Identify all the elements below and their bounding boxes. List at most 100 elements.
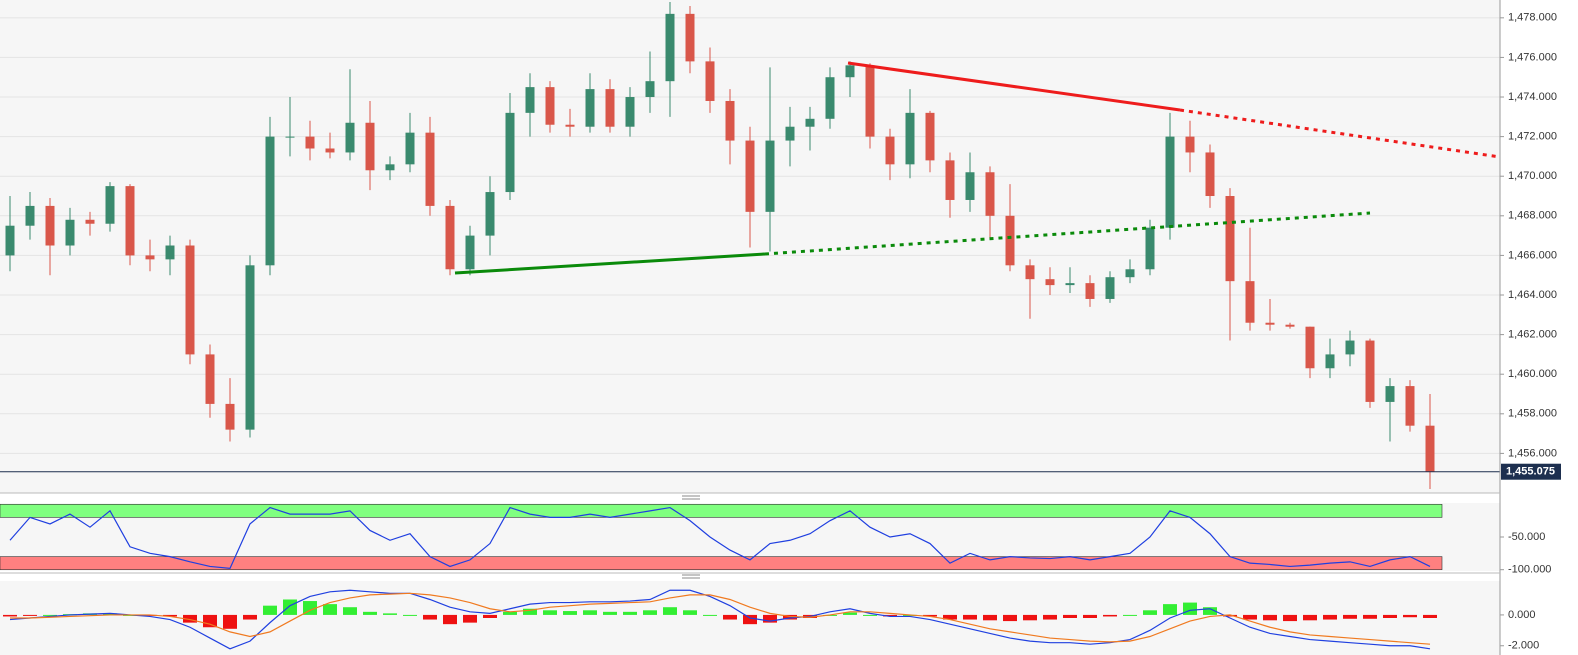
resize-handle[interactable]	[682, 495, 700, 500]
histogram-bar	[183, 614, 197, 623]
candle-body	[745, 140, 755, 212]
histogram-bar	[623, 611, 637, 615]
y-tick-label: -50.000	[1508, 531, 1545, 543]
candle-body	[865, 65, 875, 137]
histogram-bar	[743, 614, 757, 625]
candle-body	[1285, 324, 1295, 327]
candle-body	[625, 97, 635, 127]
candle-body	[1245, 281, 1255, 323]
histogram-bar	[1363, 614, 1377, 619]
candle-body	[225, 403, 235, 430]
histogram-bar	[603, 611, 617, 615]
candle-body	[1405, 386, 1415, 426]
candle-body	[505, 112, 515, 193]
histogram-bar	[1183, 602, 1197, 615]
histogram-bar	[1143, 610, 1157, 615]
candle-body	[685, 13, 695, 62]
candle-body	[185, 245, 195, 355]
histogram-bar	[963, 614, 977, 620]
histogram-bar	[1203, 607, 1217, 615]
macd-line	[10, 592, 1431, 645]
candle-body	[1425, 425, 1435, 472]
support-line	[454, 252, 766, 275]
histogram-bar	[343, 607, 357, 615]
histogram-bar	[1043, 614, 1057, 620]
histogram-bar	[723, 614, 737, 620]
histogram-bar	[523, 608, 537, 615]
candle-body	[445, 205, 455, 270]
histogram-bar	[1383, 614, 1397, 618]
y-tick-label: 1,472.000	[1508, 131, 1557, 143]
histogram-bar	[783, 614, 797, 620]
y-tick-label: 1,456.000	[1508, 447, 1557, 459]
candle-body	[365, 122, 375, 171]
histogram-bar	[1423, 614, 1437, 618]
band	[0, 504, 1443, 518]
histogram-bar	[683, 610, 697, 615]
candle-body	[585, 89, 595, 127]
candle-body	[705, 61, 715, 101]
candle-body	[1105, 277, 1115, 299]
y-tick-label: 1,460.000	[1508, 368, 1557, 380]
candle-body	[425, 132, 435, 206]
last-price-label: 1,455.075	[1506, 466, 1555, 478]
candle-body	[825, 77, 835, 119]
histogram-bar	[1163, 604, 1177, 615]
histogram-bar	[1323, 614, 1337, 620]
y-tick-label: 1,470.000	[1508, 170, 1557, 182]
histogram-bar	[463, 614, 477, 623]
candle-body	[145, 255, 155, 260]
candle-body	[605, 89, 615, 127]
y-tick-label: 1,468.000	[1508, 210, 1557, 222]
y-tick-label: 1,476.000	[1508, 51, 1557, 63]
candle-body	[945, 160, 955, 200]
histogram-bar	[203, 614, 217, 628]
histogram-bar	[883, 614, 897, 617]
histogram-bar	[1063, 614, 1077, 618]
candle-body	[1045, 279, 1055, 286]
histogram-bar	[423, 614, 437, 620]
candle-body	[665, 13, 675, 82]
marks	[0, 1, 1500, 650]
candle-body	[1225, 196, 1235, 282]
candle-body	[1085, 283, 1095, 299]
candle-body	[545, 87, 555, 125]
trendlines	[454, 61, 1501, 275]
candle-body	[1365, 340, 1375, 402]
histogram-bar	[23, 614, 37, 616]
candle-body	[165, 245, 175, 260]
histogram-bar	[1003, 614, 1017, 622]
histogram-bar	[263, 605, 277, 615]
candle-body	[1005, 215, 1015, 266]
candle-body	[305, 136, 315, 149]
histogram-bar	[563, 611, 577, 615]
candle-body	[45, 205, 55, 246]
histogram-bar	[243, 614, 257, 620]
histogram-bar	[303, 601, 317, 615]
candle-body	[1325, 354, 1335, 369]
candle-body	[1145, 227, 1155, 270]
histogram-bar	[763, 614, 777, 623]
candle-body	[845, 65, 855, 78]
y-tick-label: 1,466.000	[1508, 249, 1557, 261]
candle-body	[1025, 265, 1035, 280]
candle-body	[525, 87, 535, 113]
candle-body	[985, 172, 995, 216]
candle-body	[565, 124, 575, 127]
candle-body	[465, 235, 475, 270]
histogram-bar	[1243, 614, 1257, 620]
resize-handle[interactable]	[682, 574, 700, 579]
band	[0, 556, 1443, 570]
candle-body	[345, 122, 355, 153]
candle-body	[885, 136, 895, 165]
support-extension	[764, 211, 1371, 256]
candle-body	[965, 172, 975, 200]
resistance-line	[847, 61, 1181, 112]
y-tick-label: -2.000	[1508, 640, 1539, 652]
last-price-box	[1501, 463, 1561, 480]
candle-body	[325, 148, 335, 153]
candle-body	[245, 265, 255, 430]
candle-body	[645, 81, 655, 98]
histogram-bar	[583, 610, 597, 615]
candle-body	[1345, 340, 1355, 355]
